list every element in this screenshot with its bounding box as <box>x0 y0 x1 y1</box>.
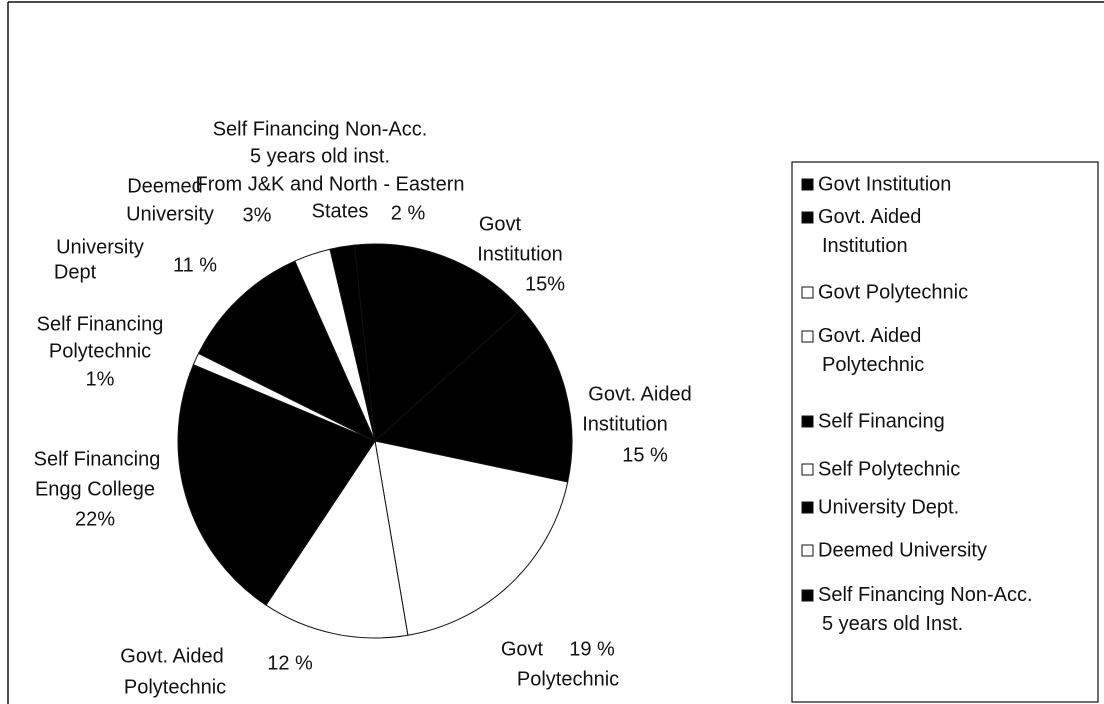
slice-label: 5 years old inst. <box>250 145 390 167</box>
pie-slice <box>374 440 569 636</box>
value-label: 22% <box>75 508 115 530</box>
legend-label: University Dept. <box>818 496 959 518</box>
legend-label: Govt Polytechnic <box>818 281 968 303</box>
value-label: 19 % <box>569 638 615 660</box>
legend-label: Govt Institution <box>818 173 951 195</box>
slice-label: Polytechnic <box>517 668 619 690</box>
slice-label: Institution <box>582 413 668 435</box>
slice-label: Self Financing <box>37 313 164 335</box>
legend-label: Govt. Aided Institution <box>818 206 921 257</box>
legend-marker <box>801 589 814 602</box>
legend-label: Self Financing <box>818 410 945 432</box>
slice-label: From J&K and North - Eastern <box>196 173 465 195</box>
legend-label: Self Financing Non-Acc. 5 years old Inst. <box>818 584 1033 635</box>
legend-marker <box>801 211 814 224</box>
legend-marker <box>801 501 814 514</box>
slice-label: Polytechnic <box>124 676 226 698</box>
legend-marker <box>801 286 814 299</box>
slice-label: Self Financing Non-Acc. <box>213 118 428 140</box>
value-label: 15% <box>525 273 565 295</box>
slice-label: Govt. Aided <box>588 383 691 405</box>
legend-marker <box>801 544 814 557</box>
slice-label: Govt <box>501 638 544 660</box>
pie-slice <box>329 244 376 442</box>
pie-slice <box>197 260 377 443</box>
slice-label: University <box>56 236 144 258</box>
slice-label: Dept <box>54 261 97 283</box>
legend-box <box>791 161 1099 703</box>
value-label: 2 % <box>391 202 426 224</box>
slice-label: Engg College <box>35 478 155 500</box>
legend-label: Self Polytechnic <box>818 458 960 480</box>
value-label: 11 % <box>173 254 217 276</box>
slice-label: Deemed <box>127 175 203 197</box>
pie-slice <box>373 308 573 483</box>
slice-label: Govt. Aided <box>120 645 223 667</box>
pie-slice <box>265 439 409 639</box>
slice-label: Institution <box>477 243 563 265</box>
legend-marker <box>801 463 814 476</box>
slice-label: States <box>312 200 369 222</box>
value-label: 12 % <box>267 652 313 674</box>
slice-label: Self Financing <box>34 448 161 470</box>
legend-label: Govt. Aided Polytechnic <box>818 325 924 376</box>
pie-slice <box>177 364 376 606</box>
slice-label: Polytechnic <box>49 340 151 362</box>
legend-marker <box>801 330 814 343</box>
legend-label: Deemed University <box>818 539 987 561</box>
pie-slice <box>353 243 523 443</box>
slice-label: Govt <box>479 213 522 235</box>
value-label: 1% <box>86 368 115 390</box>
value-label: 3% <box>243 204 272 226</box>
legend-marker <box>801 178 814 191</box>
legend-marker <box>801 415 814 428</box>
slice-label: University <box>126 203 214 225</box>
value-label: 15 % <box>622 444 668 466</box>
